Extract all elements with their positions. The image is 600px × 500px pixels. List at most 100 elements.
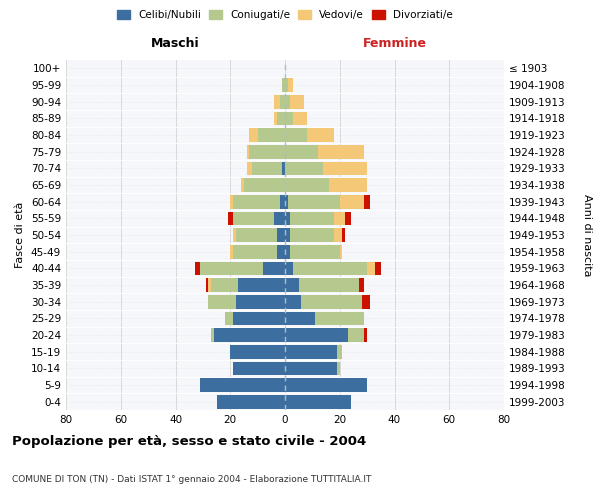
Bar [285, 128, 307, 142]
Y-axis label: Anni di nascita: Anni di nascita [582, 194, 592, 276]
Bar [285, 228, 290, 242]
Bar [244, 178, 285, 192]
Bar [318, 145, 364, 158]
Bar [285, 162, 323, 175]
Bar [277, 245, 285, 258]
Bar [200, 262, 263, 275]
Bar [285, 112, 293, 125]
Bar [340, 195, 364, 208]
Bar [274, 95, 280, 108]
Bar [225, 312, 233, 325]
Bar [263, 262, 285, 275]
Bar [233, 228, 236, 242]
Bar [230, 195, 233, 208]
Bar [299, 278, 359, 292]
Bar [250, 128, 257, 142]
Bar [200, 378, 285, 392]
Bar [274, 112, 277, 125]
Bar [288, 195, 340, 208]
Bar [285, 328, 348, 342]
Bar [329, 178, 367, 192]
Text: Popolazione per età, sesso e stato civile - 2004: Popolazione per età, sesso e stato civil… [12, 435, 366, 448]
Bar [208, 278, 211, 292]
Text: Femmine: Femmine [362, 37, 427, 50]
Bar [233, 362, 285, 375]
Bar [227, 212, 233, 225]
Bar [285, 378, 367, 392]
Bar [285, 212, 290, 225]
Bar [285, 395, 351, 408]
Bar [285, 245, 290, 258]
Bar [285, 195, 288, 208]
Bar [285, 345, 337, 358]
Y-axis label: Fasce di età: Fasce di età [16, 202, 25, 268]
Bar [359, 278, 364, 292]
Bar [285, 295, 301, 308]
Bar [233, 195, 280, 208]
Bar [290, 212, 334, 225]
Bar [343, 228, 345, 242]
Bar [230, 245, 233, 258]
Bar [194, 262, 200, 275]
Bar [274, 212, 285, 225]
Bar [362, 295, 370, 308]
Bar [277, 112, 285, 125]
Bar [247, 162, 252, 175]
Bar [206, 278, 208, 292]
Bar [323, 162, 367, 175]
Bar [285, 78, 288, 92]
Bar [250, 145, 285, 158]
Bar [280, 195, 285, 208]
Bar [282, 162, 285, 175]
Bar [282, 78, 285, 92]
Bar [238, 278, 285, 292]
Bar [285, 278, 299, 292]
Bar [236, 295, 285, 308]
Bar [208, 295, 236, 308]
Bar [285, 262, 293, 275]
Text: COMUNE DI TON (TN) - Dati ISTAT 1° gennaio 2004 - Elaborazione TUTTITALIA.IT: COMUNE DI TON (TN) - Dati ISTAT 1° genna… [12, 475, 371, 484]
Legend: Celibi/Nubili, Coniugati/e, Vedovi/e, Divorziati/e: Celibi/Nubili, Coniugati/e, Vedovi/e, Di… [113, 6, 457, 24]
Bar [247, 145, 250, 158]
Bar [345, 212, 351, 225]
Bar [236, 228, 277, 242]
Bar [230, 345, 285, 358]
Bar [288, 78, 293, 92]
Bar [340, 245, 343, 258]
Bar [290, 95, 304, 108]
Bar [277, 228, 285, 242]
Bar [367, 262, 376, 275]
Bar [334, 212, 345, 225]
Bar [285, 178, 329, 192]
Bar [211, 278, 238, 292]
Bar [233, 245, 277, 258]
Bar [376, 262, 381, 275]
Bar [280, 95, 285, 108]
Bar [290, 245, 340, 258]
Bar [307, 128, 334, 142]
Bar [241, 178, 244, 192]
Bar [285, 95, 290, 108]
Bar [211, 328, 214, 342]
Bar [257, 128, 285, 142]
Bar [348, 328, 364, 342]
Bar [233, 312, 285, 325]
Text: Maschi: Maschi [151, 37, 200, 50]
Bar [285, 362, 337, 375]
Bar [214, 328, 285, 342]
Bar [364, 328, 367, 342]
Bar [285, 312, 315, 325]
Bar [293, 112, 307, 125]
Bar [233, 212, 274, 225]
Bar [337, 345, 343, 358]
Bar [315, 312, 364, 325]
Bar [364, 195, 370, 208]
Bar [252, 162, 282, 175]
Bar [217, 395, 285, 408]
Bar [290, 228, 334, 242]
Bar [334, 228, 343, 242]
Bar [301, 295, 362, 308]
Bar [285, 145, 318, 158]
Bar [293, 262, 367, 275]
Bar [337, 362, 340, 375]
